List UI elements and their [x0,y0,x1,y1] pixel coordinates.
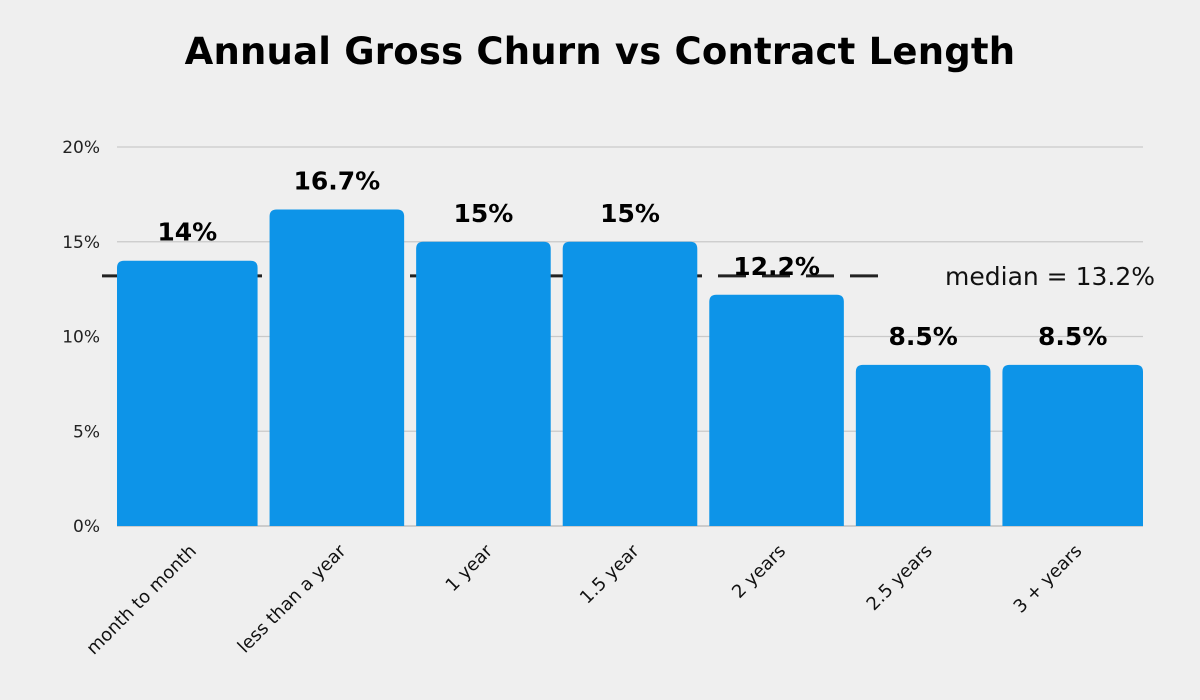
y-tick-label: 20% [62,138,100,158]
x-tick-label: 1.5 year [576,540,644,608]
x-tick-label: 1 year [442,540,498,596]
data-label: 8.5% [888,322,957,351]
x-tick-label: month to month [82,541,200,659]
bar [269,209,405,526]
x-tick-label: 2.5 years [863,541,937,615]
bars [117,209,1143,526]
x-tick-label: less than a year [234,540,351,657]
chart-title: Annual Gross Churn vs Contract Length [184,30,1016,73]
data-label: 12.2% [733,252,820,281]
y-tick-label: 15% [62,233,100,253]
median-label: median = 13.2% [945,262,1155,291]
bar [416,241,551,526]
bar [709,294,844,526]
bar [562,241,698,526]
bar [117,260,258,526]
data-label: 16.7% [293,167,380,196]
y-tick-label: 10% [62,328,100,348]
data-label: 15% [454,199,514,228]
y-tick-label: 0% [73,517,100,537]
y-tick-label: 5% [73,422,100,442]
data-label: 14% [157,218,217,247]
data-label: 8.5% [1038,322,1107,351]
bar [1002,364,1143,526]
x-tick-label: 3 + years [1010,541,1087,618]
x-tick-label: 2 years [728,541,790,603]
bar [855,364,991,526]
data-label: 15% [600,199,660,228]
